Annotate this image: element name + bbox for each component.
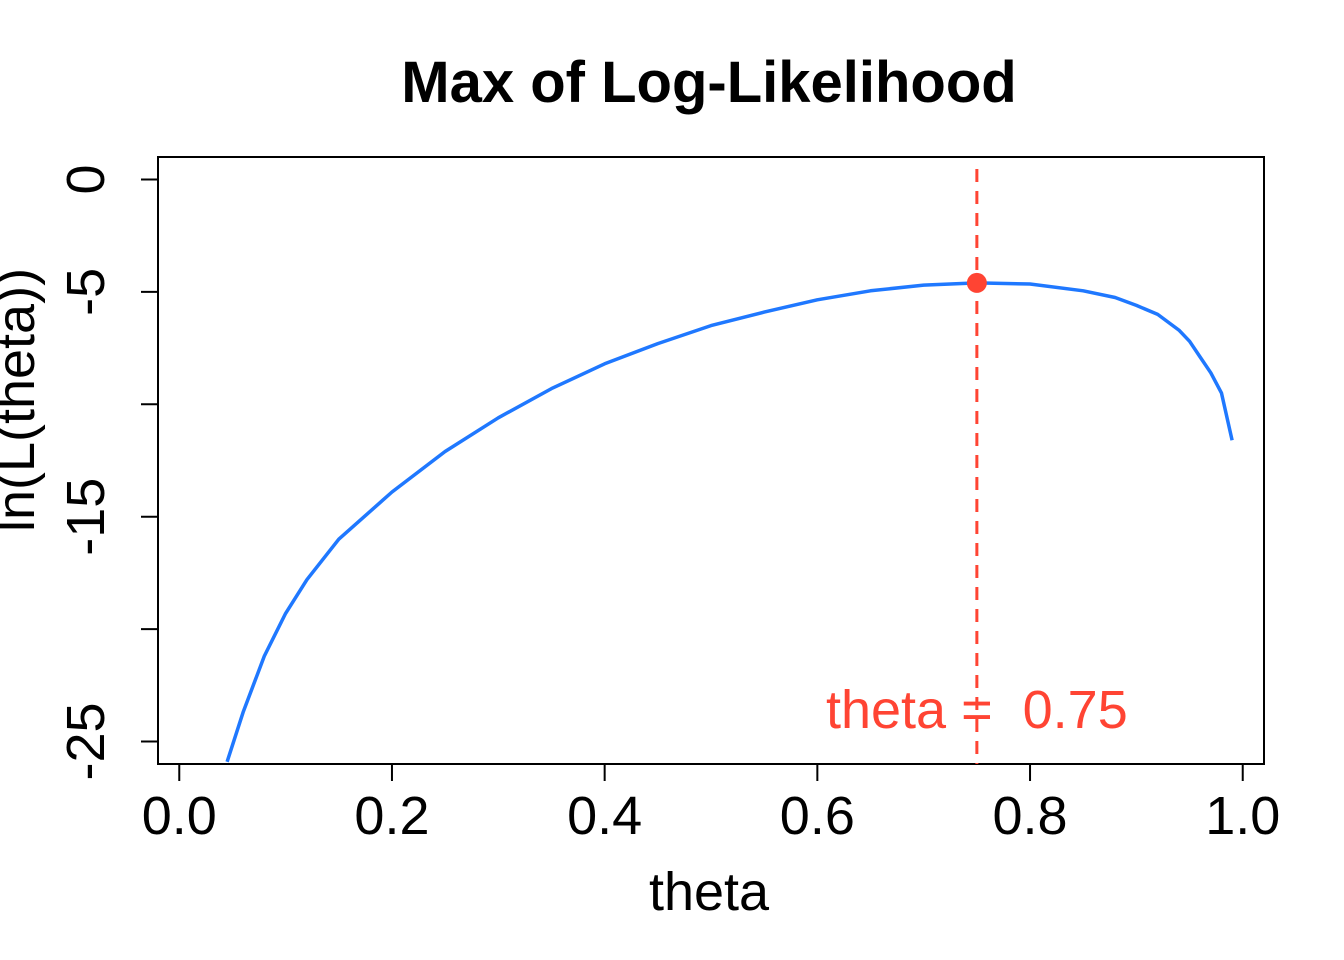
x-tick-label: 0.0 (142, 786, 217, 846)
plot-clipped-group (225, 169, 1234, 764)
y-tick-label: -5 (56, 268, 116, 316)
x-tick-label: 1.0 (1205, 786, 1280, 846)
series-line-0 (225, 281, 1234, 763)
chart-title: Max of Log-Likelihood (401, 50, 1016, 115)
y-axis-label: ln(L(theta)) (0, 268, 46, 532)
max-point (966, 272, 987, 293)
plot-frame (157, 156, 1265, 765)
y-tick-label: 0 (56, 164, 116, 194)
x-tick-label: 0.4 (567, 786, 642, 846)
x-tick-label: 0.2 (354, 786, 429, 846)
plot-content: theta = 0.75 (225, 169, 1234, 764)
x-tick-label: 0.6 (780, 786, 855, 846)
x-axis: 0.0 0.2 0.4 0.6 0.8 1.0 (142, 763, 1280, 846)
y-tick-label: -15 (56, 478, 116, 556)
y-axis: 0 -5 -15 -25 (56, 164, 159, 781)
max-annotation: theta = 0.75 (826, 680, 1128, 740)
x-axis-label: theta (649, 862, 770, 922)
y-tick-label: -25 (56, 702, 116, 780)
x-tick-label: 0.8 (992, 786, 1067, 846)
